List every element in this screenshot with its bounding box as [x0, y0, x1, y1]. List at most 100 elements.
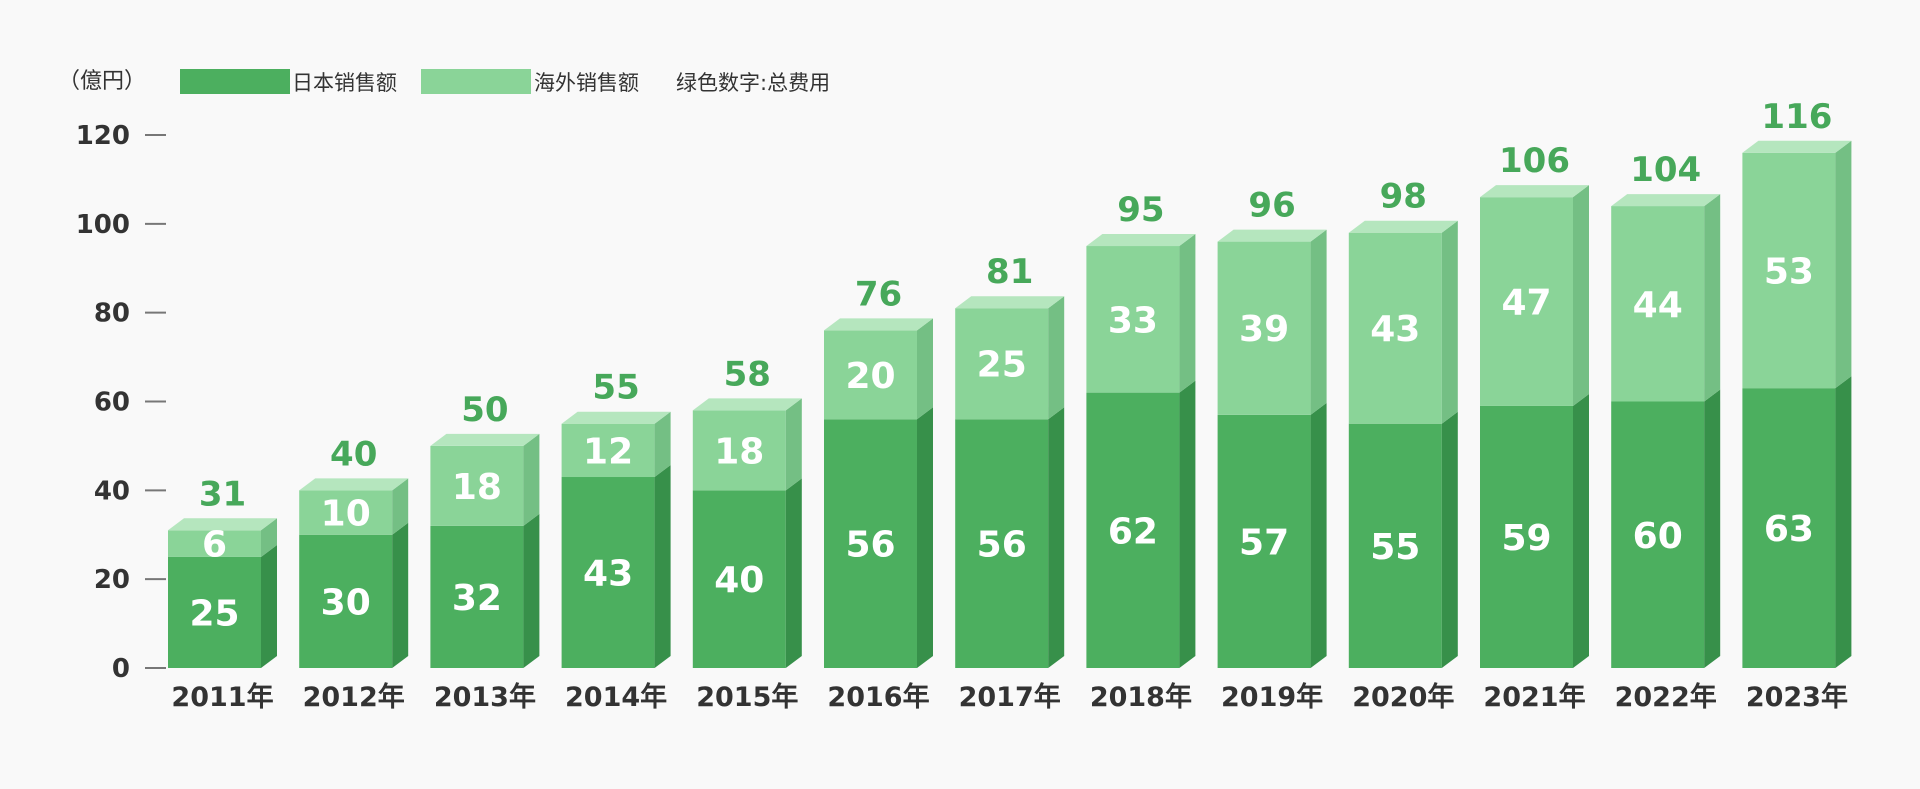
y-axis: 0 20 40 60 80 100 120 [76, 121, 166, 684]
bar-top-face [1348, 220, 1458, 233]
bar-overseas-side [1048, 296, 1065, 420]
bar-top-face [299, 478, 409, 491]
bar-top-face [692, 398, 802, 411]
bar-overseas-side [785, 398, 802, 491]
bar-japan [824, 419, 917, 668]
bar-top-face [1742, 140, 1852, 153]
value-label-japan: 40 [714, 560, 764, 601]
bar-overseas-side [1704, 194, 1721, 402]
x-tick-label: 2020年 [1352, 681, 1454, 713]
bar-overseas [1217, 241, 1311, 415]
value-label-japan: 43 [583, 554, 633, 595]
total-label: 104 [1630, 150, 1701, 190]
bar-overseas [1480, 197, 1573, 406]
bar-group: 30 10 40 [299, 434, 409, 668]
bar-overseas [561, 423, 655, 478]
bar-japan [168, 556, 261, 668]
x-tick-label: 2014年 [565, 681, 667, 713]
bar-group: 63 53 116 [1742, 97, 1852, 668]
total-label: 31 [199, 474, 246, 514]
bar-overseas [430, 445, 524, 526]
bar-japan-side [1835, 376, 1852, 668]
x-tick-label: 2017年 [959, 681, 1061, 713]
x-tick-label: 2011年 [171, 681, 273, 713]
x-tick-label: 2022年 [1615, 681, 1717, 713]
bar-overseas-side [1573, 185, 1589, 406]
value-label-overseas: 47 [1501, 283, 1551, 324]
bar-japan [1217, 414, 1311, 668]
value-label-overseas: 25 [977, 345, 1027, 386]
bar-overseas-side [261, 518, 277, 557]
bar-overseas-side [1441, 220, 1458, 424]
bar-top-face [1611, 194, 1721, 207]
bar-top-face [430, 433, 540, 446]
value-label-japan: 56 [845, 525, 895, 566]
total-label: 98 [1380, 177, 1427, 217]
value-label-japan: 63 [1764, 509, 1814, 550]
bar-overseas [692, 410, 786, 491]
total-label: 40 [330, 434, 377, 474]
bar-overseas [1742, 152, 1836, 389]
bar-overseas-side [1179, 234, 1196, 393]
bar-japan-side [917, 407, 933, 668]
bar-group: 57 39 96 [1217, 186, 1327, 668]
bar-top-face [1086, 234, 1196, 247]
bar-japan-side [1310, 402, 1327, 668]
value-label-overseas: 44 [1633, 285, 1683, 326]
bar-japan [430, 525, 524, 668]
total-label: 96 [1248, 186, 1295, 226]
value-label-overseas: 6 [202, 525, 227, 566]
value-label-japan: 60 [1633, 516, 1683, 557]
bar-japan [1742, 388, 1836, 668]
bar-japan-side [1704, 389, 1721, 668]
bar-group: 62 33 95 [1086, 190, 1196, 668]
bar-group: 56 20 76 [824, 274, 933, 668]
bar-top-face [824, 318, 933, 331]
bar-group: 60 44 104 [1611, 150, 1721, 668]
bar-japan-side [261, 544, 277, 668]
value-label-overseas: 18 [714, 431, 764, 472]
total-label: 50 [461, 390, 508, 430]
bar-overseas [955, 308, 1049, 420]
unit-label: （億円） [58, 69, 146, 94]
value-label-japan: 25 [189, 593, 239, 634]
total-label: 106 [1499, 141, 1570, 181]
bar-overseas-side [523, 433, 540, 526]
legend-label-overseas: 海外销售额 [534, 71, 639, 95]
bar-top-face [168, 518, 277, 531]
legend-note: 绿色数字:总费用 [676, 71, 830, 95]
value-label-japan: 55 [1370, 527, 1420, 568]
bar-japan-side [1048, 407, 1065, 668]
bar-japan-side [785, 478, 802, 668]
bar-group: 59 47 106 [1480, 141, 1589, 668]
x-tick-label: 2013年 [434, 681, 536, 713]
bars: 25 6 31 30 10 40 32 18 50 43 12 55 40 18 58 56 20 76 56 25 8… [168, 97, 1852, 668]
chart-header: （億円） 日本销售额 海外销售额 绿色数字:总费用 [58, 69, 830, 95]
bar-japan-side [654, 465, 671, 668]
bar-group: 40 18 58 [692, 354, 802, 668]
bar-top-face [1480, 185, 1589, 198]
bar-overseas-side [1835, 140, 1852, 389]
bar-japan-side [1573, 393, 1589, 668]
bar-japan [692, 490, 786, 668]
y-tick-label: 100 [76, 210, 130, 240]
bar-top-face [955, 296, 1065, 309]
x-axis: 2011年 2012年 2013年 2014年 2015年 2016年 2017年 2018年… [171, 681, 1848, 713]
bar-japan [1086, 392, 1180, 668]
x-tick-label: 2015年 [696, 681, 798, 713]
value-label-japan: 32 [452, 578, 502, 619]
total-label: 55 [592, 368, 639, 408]
y-tick-label: 20 [94, 565, 130, 595]
x-tick-label: 2023年 [1746, 681, 1848, 713]
total-label: 81 [986, 252, 1033, 292]
y-tick-label: 120 [76, 121, 130, 151]
total-label: 95 [1117, 190, 1164, 230]
bar-top-face [561, 411, 671, 424]
y-tick-label: 40 [94, 476, 130, 506]
value-label-japan: 56 [977, 525, 1027, 566]
bar-japan [1480, 405, 1573, 668]
total-label: 116 [1761, 97, 1832, 137]
bar-overseas-side [654, 411, 671, 478]
bar-japan [299, 534, 393, 668]
